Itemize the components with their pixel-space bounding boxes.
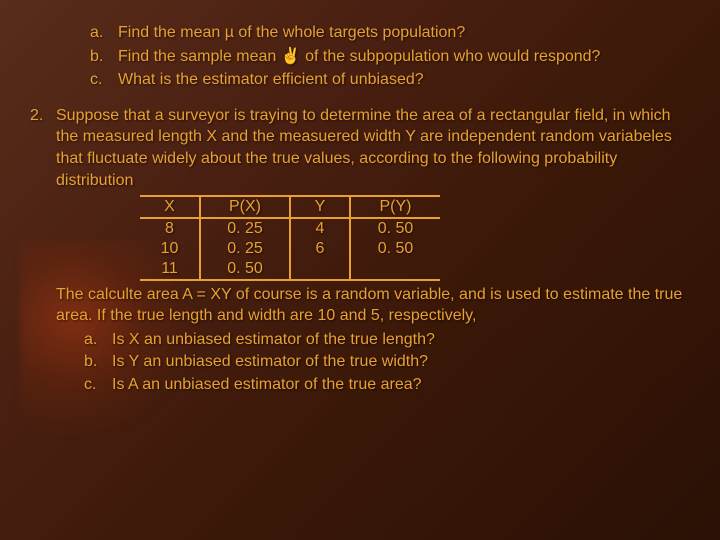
q2-a-marker: a. bbox=[84, 329, 112, 351]
cell-px: 0. 50 bbox=[200, 259, 290, 280]
q1-c-marker: c. bbox=[90, 69, 118, 91]
q2-item-b: b. Is Y an unbiased estimator of the tru… bbox=[84, 351, 690, 373]
cell-px: 0. 25 bbox=[200, 239, 290, 259]
q1-b-marker: b. bbox=[90, 46, 118, 68]
header-py: P(Y) bbox=[350, 196, 440, 218]
q2-a-text: Is X an unbiased estimator of the true l… bbox=[112, 329, 435, 351]
header-x: X bbox=[140, 196, 200, 218]
q2-c-text: Is A an unbiased estimator of the true a… bbox=[112, 374, 422, 396]
cell-x: 11 bbox=[140, 259, 200, 280]
q1-item-a: a. Find the mean µ of the whole targets … bbox=[90, 22, 690, 44]
q1-a-marker: a. bbox=[90, 22, 118, 44]
cell-py: 0. 50 bbox=[350, 239, 440, 259]
header-px: P(X) bbox=[200, 196, 290, 218]
q1-a-text: Find the mean µ of the whole targets pop… bbox=[118, 22, 465, 44]
cell-x: 8 bbox=[140, 218, 200, 239]
q1-item-b: b. Find the sample mean ✌ of the subpopu… bbox=[90, 46, 690, 68]
probability-table-wrap: X P(X) Y P(Y) 8 0. 25 4 0. 50 10 0. 25 6… bbox=[140, 195, 690, 281]
table-row: 8 0. 25 4 0. 50 bbox=[140, 218, 440, 239]
q2-c-marker: c. bbox=[84, 374, 112, 396]
table-row: 11 0. 50 bbox=[140, 259, 440, 280]
table-header-row: X P(X) Y P(Y) bbox=[140, 196, 440, 218]
table-row: 10 0. 25 6 0. 50 bbox=[140, 239, 440, 259]
q2-intro: Suppose that a surveyor is traying to de… bbox=[56, 105, 690, 191]
q2-item-c: c. Is A an unbiased estimator of the tru… bbox=[84, 374, 690, 396]
q2-item-a: a. Is X an unbiased estimator of the tru… bbox=[84, 329, 690, 351]
cell-py bbox=[350, 259, 440, 280]
cell-px: 0. 25 bbox=[200, 218, 290, 239]
q1-b-text: Find the sample mean ✌ of the subpopulat… bbox=[118, 46, 600, 68]
cell-y bbox=[290, 259, 350, 280]
q2-b-marker: b. bbox=[84, 351, 112, 373]
q2-b-text: Is Y an unbiased estimator of the true w… bbox=[112, 351, 428, 373]
q1-c-text: What is the estimator efficient of unbia… bbox=[118, 69, 424, 91]
question-2-sublist: a. Is X an unbiased estimator of the tru… bbox=[30, 329, 690, 396]
slide-content: a. Find the mean µ of the whole targets … bbox=[0, 0, 720, 417]
header-y: Y bbox=[290, 196, 350, 218]
cell-y: 6 bbox=[290, 239, 350, 259]
question-1-sublist: a. Find the mean µ of the whole targets … bbox=[30, 22, 690, 91]
cell-py: 0. 50 bbox=[350, 218, 440, 239]
q2-marker: 2. bbox=[30, 105, 56, 191]
cell-y: 4 bbox=[290, 218, 350, 239]
q1-item-c: c. What is the estimator efficient of un… bbox=[90, 69, 690, 91]
question-2: 2. Suppose that a surveyor is traying to… bbox=[30, 105, 690, 191]
probability-table: X P(X) Y P(Y) 8 0. 25 4 0. 50 10 0. 25 6… bbox=[140, 195, 440, 281]
q2-after-text: The calculte area A = XY of course is a … bbox=[30, 285, 690, 327]
cell-x: 10 bbox=[140, 239, 200, 259]
